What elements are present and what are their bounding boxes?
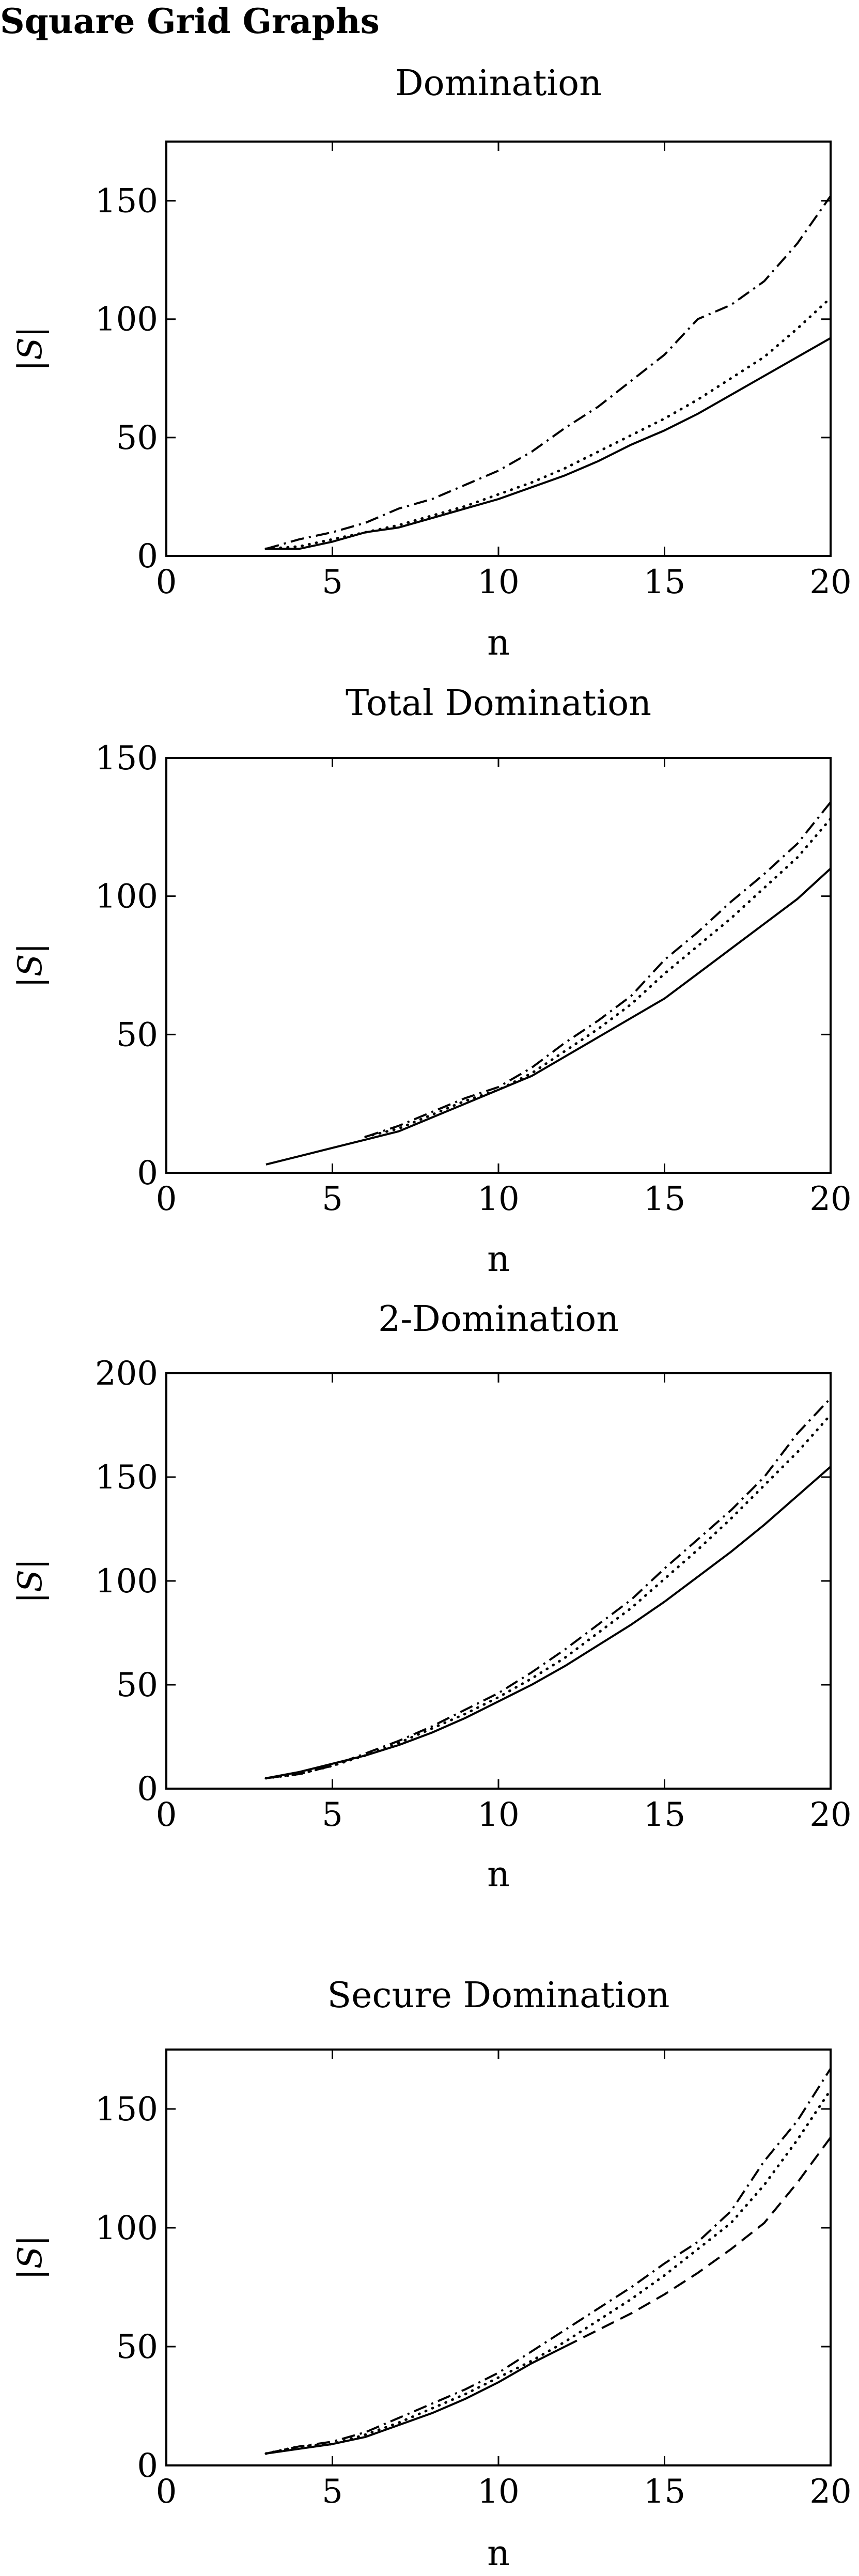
y-tick-label: 0 (137, 2447, 158, 2485)
domination-chart: Domination 0 5 10 15 20 0 50 100 150 n |S| (11, 63, 852, 663)
y-tick-label: 50 (116, 1016, 158, 1054)
page-title: Square Grid Graphs (0, 1, 380, 41)
series-line-solid (265, 867, 832, 1166)
x-tick-label: 5 (322, 1796, 343, 1834)
y-tick-label: 150 (95, 2090, 158, 2129)
y-tick-label: 0 (137, 537, 158, 576)
y-tick-label: 50 (116, 1666, 158, 1704)
x-tick-label: 15 (644, 1796, 685, 1834)
y-axis-label: |S| (11, 1559, 50, 1604)
y-tick-label: 150 (95, 1458, 158, 1497)
y-tick-label: 50 (116, 419, 158, 457)
x-tick-label: 20 (809, 563, 851, 601)
x-tick-label: 5 (322, 2473, 343, 2511)
y-tick-label: 50 (116, 2328, 158, 2366)
x-tick-label: 20 (809, 2473, 851, 2511)
x-axis-label: n (487, 1239, 510, 1280)
secure-domination-chart: Secure Domination 0 5 10 15 20 0 50 100 150 n |S| (11, 1975, 852, 2574)
y-tick-label: 100 (95, 301, 158, 339)
x-tick-label: 20 (809, 1796, 851, 1834)
y-tick-label: 200 (95, 1355, 158, 1393)
x-tick-label: 10 (477, 2473, 519, 2511)
plot-frame (165, 2049, 832, 2466)
x-tick-label: 15 (644, 1180, 685, 1218)
y-tick-label: 100 (95, 1562, 158, 1601)
x-tick-label: 10 (477, 1796, 519, 1834)
plot-frame (165, 1372, 832, 1790)
y-tick-label: 100 (95, 2209, 158, 2247)
series-line-dashdot (365, 801, 832, 1138)
y-tick-label: 100 (95, 878, 158, 916)
x-tick-label: 5 (322, 563, 343, 601)
series-line-solid (265, 1466, 832, 1779)
series-line-dashdot (265, 1397, 832, 1779)
chart-title: Total Domination (346, 683, 651, 724)
series-line-dotted (264, 297, 832, 550)
series-line-dashdot (265, 195, 832, 550)
series-line-solid (265, 2346, 566, 2455)
x-axis-label: n (487, 1854, 510, 1895)
x-tick-label: 5 (322, 1180, 343, 1218)
x-tick-label: 0 (156, 1796, 177, 1834)
series-line-dotted (264, 1413, 832, 1780)
x-tick-label: 0 (156, 2473, 177, 2511)
y-tick-label: 0 (137, 1154, 158, 1192)
chart-title: Secure Domination (327, 1975, 670, 2016)
x-tick-label: 0 (156, 1180, 177, 1218)
x-tick-label: 0 (156, 563, 177, 601)
total-domination-chart: Total Domination 0 5 10 15 20 0 50 100 150 n |S| (11, 683, 852, 1280)
series-line-solid (265, 337, 831, 550)
x-axis-label: n (487, 2533, 510, 2574)
series-line-dashed (564, 2137, 832, 2348)
series-line-dashdot (265, 2068, 832, 2455)
x-tick-label: 20 (809, 1180, 851, 1218)
x-tick-label: 15 (644, 2473, 685, 2511)
chart-title: 2-Domination (378, 1299, 619, 1340)
chart-title: Domination (395, 63, 602, 104)
y-tick-label: 150 (95, 739, 158, 778)
x-tick-label: 15 (644, 563, 685, 601)
x-tick-label: 10 (477, 563, 519, 601)
y-axis-label: |S| (11, 943, 50, 988)
x-tick-label: 10 (477, 1180, 519, 1218)
x-axis-label: n (487, 623, 510, 663)
y-tick-label: 0 (137, 1770, 158, 1808)
y-axis-label: |S| (11, 327, 50, 371)
y-tick-label: 150 (95, 182, 158, 221)
series-line-dotted (364, 817, 832, 1138)
plot-frame (165, 757, 832, 1174)
series-line-dotted (264, 2088, 832, 2455)
y-axis-label: |S| (11, 2235, 50, 2280)
